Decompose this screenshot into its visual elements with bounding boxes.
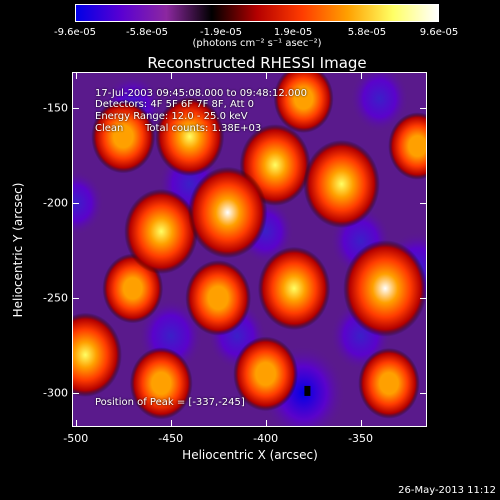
colorbar-unit-label: (photons cm⁻² s⁻¹ asec⁻²) [192, 38, 322, 49]
y-axis-tick [72, 297, 79, 299]
annotation-total-counts: Total counts: 1.38E+03 [145, 123, 262, 134]
y-axis-tick [72, 202, 79, 204]
colorbar-tick-label: 1.9e-05 [273, 27, 313, 38]
heatmap-emission-source [233, 336, 299, 412]
y-axis-label: Heliocentric Y (arcsec) [11, 182, 25, 318]
x-axis-tick [75, 420, 77, 427]
y-axis-tick-label: -250 [43, 291, 68, 305]
colorbar-tick-label: 9.6e-05 [419, 27, 459, 38]
y-axis-tick-right [420, 108, 427, 110]
annotation-time-range: 17-Jul-2003 09:45:08.000 to 09:48:12.000 [95, 88, 307, 99]
heatmap-negative-source [72, 170, 105, 236]
heatmap-emission-source [72, 312, 122, 397]
x-axis-tick-label: -350 [348, 432, 374, 445]
y-axis-tick-right [420, 392, 427, 394]
x-axis-tick-top [170, 72, 172, 79]
heatmap-emission-source [273, 72, 334, 133]
heatmap-emission-source [129, 347, 193, 420]
heatmap-svg [72, 72, 427, 427]
y-axis-tick [72, 392, 79, 394]
heatmap-emission-source [388, 112, 427, 180]
y-axis-tick-label: -200 [43, 196, 68, 210]
colorbar [75, 4, 439, 22]
y-axis-tick [72, 108, 79, 110]
heatmap-emission-source [187, 166, 268, 259]
x-axis-tick [170, 420, 172, 427]
x-axis-tick-top [360, 72, 362, 79]
heatmap-emission-source [155, 96, 225, 177]
x-axis-tick [360, 420, 362, 427]
annotation-peak-position: Position of Peak = [-337,-245] [95, 397, 245, 408]
heatmap-negative-source [350, 72, 409, 133]
heatmap-emission-source [343, 240, 427, 337]
y-axis-tick-right [420, 202, 427, 204]
heatmap-emission-source [124, 188, 199, 275]
heatmap-emission-source [358, 347, 420, 419]
x-axis-tick-label: -450 [158, 432, 184, 445]
chart-title: Reconstructed RHESSI Image [147, 54, 367, 72]
annotation-energy-range: Energy Range: 12.0 - 25.0 keV [95, 111, 248, 122]
heatmap-emission-source [303, 140, 380, 228]
heatmap-emission-source [257, 246, 331, 331]
annotation-clean: Clean [95, 123, 124, 134]
heatmap-image [72, 72, 427, 427]
heatmap-emission-source [91, 99, 156, 174]
x-axis-tick-top [75, 72, 77, 79]
x-axis-tick-label: -400 [253, 432, 279, 445]
x-axis-tick [265, 420, 267, 427]
colorbar-tick-label: -9.6e-05 [54, 27, 96, 38]
x-axis-label: Heliocentric X (arcsec) [182, 448, 318, 462]
colorbar-tick-label: -5.8e-05 [126, 27, 169, 38]
x-axis-tick-top [265, 72, 267, 79]
colorbar-tick-label: -1.9e-05 [199, 27, 242, 38]
heatmap-emission-source [185, 260, 252, 336]
colorbar-tick-label: 5.8e-05 [347, 27, 387, 38]
annotation-detectors: Detectors: 4F 5F 6F 7F 8F, Att 0 [95, 99, 255, 110]
x-axis-tick-label: -500 [63, 432, 89, 445]
timestamp: 26-May-2013 11:12 [398, 485, 496, 496]
y-axis-tick-right [420, 297, 427, 299]
y-axis-tick-label: -150 [43, 101, 68, 115]
heatmap-min-marker [304, 385, 311, 396]
y-axis-tick-label: -300 [43, 386, 68, 400]
